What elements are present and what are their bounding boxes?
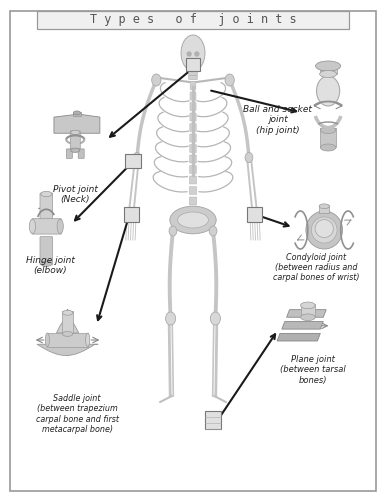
- Ellipse shape: [170, 206, 216, 234]
- FancyBboxPatch shape: [190, 166, 196, 173]
- Ellipse shape: [306, 211, 343, 249]
- FancyBboxPatch shape: [62, 312, 73, 334]
- FancyBboxPatch shape: [40, 236, 52, 264]
- FancyBboxPatch shape: [320, 64, 337, 74]
- Polygon shape: [277, 334, 320, 341]
- Ellipse shape: [195, 52, 199, 56]
- Text: Ball and socket
joint
(hip joint): Ball and socket joint (hip joint): [244, 105, 312, 135]
- Ellipse shape: [41, 192, 52, 196]
- FancyBboxPatch shape: [190, 102, 196, 110]
- FancyBboxPatch shape: [125, 154, 141, 168]
- FancyBboxPatch shape: [189, 72, 197, 76]
- Circle shape: [133, 152, 141, 162]
- Ellipse shape: [71, 148, 80, 152]
- Ellipse shape: [71, 130, 80, 134]
- Ellipse shape: [73, 111, 81, 115]
- Text: Saddle joint
(between trapezium
carpal bone and first
metacarpal bone): Saddle joint (between trapezium carpal b…: [36, 394, 119, 434]
- FancyBboxPatch shape: [66, 149, 73, 158]
- FancyBboxPatch shape: [189, 186, 196, 194]
- Ellipse shape: [57, 219, 63, 234]
- Ellipse shape: [63, 310, 73, 315]
- FancyBboxPatch shape: [37, 11, 349, 29]
- FancyBboxPatch shape: [78, 149, 84, 158]
- FancyBboxPatch shape: [189, 68, 197, 71]
- FancyBboxPatch shape: [124, 208, 139, 222]
- FancyBboxPatch shape: [10, 11, 376, 491]
- FancyBboxPatch shape: [247, 208, 262, 222]
- FancyBboxPatch shape: [190, 113, 196, 121]
- Polygon shape: [37, 344, 98, 356]
- Ellipse shape: [45, 333, 49, 346]
- Circle shape: [210, 312, 220, 325]
- Circle shape: [317, 76, 340, 106]
- Circle shape: [209, 226, 217, 236]
- Ellipse shape: [181, 35, 205, 71]
- FancyBboxPatch shape: [189, 208, 197, 216]
- FancyBboxPatch shape: [205, 411, 221, 428]
- Ellipse shape: [315, 220, 334, 238]
- FancyBboxPatch shape: [189, 218, 197, 226]
- Ellipse shape: [301, 302, 315, 308]
- Polygon shape: [56, 318, 79, 333]
- FancyBboxPatch shape: [47, 333, 88, 346]
- FancyBboxPatch shape: [190, 134, 196, 142]
- Ellipse shape: [312, 217, 337, 243]
- Ellipse shape: [187, 52, 191, 56]
- Circle shape: [225, 74, 234, 86]
- Ellipse shape: [178, 212, 208, 228]
- Ellipse shape: [319, 204, 329, 208]
- Text: Pivot joint
(Neck): Pivot joint (Neck): [53, 185, 98, 204]
- FancyBboxPatch shape: [32, 218, 61, 234]
- Ellipse shape: [320, 144, 336, 151]
- Ellipse shape: [29, 219, 36, 234]
- FancyBboxPatch shape: [73, 112, 81, 116]
- Ellipse shape: [63, 332, 73, 336]
- Ellipse shape: [320, 70, 337, 78]
- FancyBboxPatch shape: [190, 82, 196, 90]
- FancyBboxPatch shape: [190, 155, 196, 163]
- FancyBboxPatch shape: [70, 131, 80, 151]
- Ellipse shape: [86, 333, 90, 346]
- FancyBboxPatch shape: [40, 193, 52, 223]
- Circle shape: [152, 74, 161, 86]
- Ellipse shape: [315, 61, 340, 71]
- Text: Hinge joint
(elbow): Hinge joint (elbow): [26, 256, 74, 276]
- Ellipse shape: [301, 314, 315, 320]
- Circle shape: [245, 152, 253, 162]
- Ellipse shape: [320, 126, 336, 134]
- FancyBboxPatch shape: [189, 197, 197, 205]
- Text: Plane joint
(between tarsal
bones): Plane joint (between tarsal bones): [280, 355, 345, 385]
- Polygon shape: [282, 322, 323, 329]
- FancyBboxPatch shape: [190, 92, 196, 100]
- Circle shape: [166, 312, 176, 325]
- Polygon shape: [54, 114, 100, 134]
- FancyBboxPatch shape: [320, 128, 336, 148]
- Text: T y p e s   o f   j o i n t s: T y p e s o f j o i n t s: [90, 14, 296, 26]
- FancyBboxPatch shape: [190, 176, 196, 184]
- Polygon shape: [286, 310, 326, 318]
- Circle shape: [169, 226, 177, 236]
- FancyBboxPatch shape: [319, 205, 329, 214]
- FancyBboxPatch shape: [190, 144, 196, 152]
- FancyBboxPatch shape: [189, 76, 197, 80]
- FancyBboxPatch shape: [301, 304, 315, 318]
- Text: Condyloid joint
(between radius and
carpal bones of wrist): Condyloid joint (between radius and carp…: [273, 252, 360, 282]
- FancyBboxPatch shape: [190, 124, 196, 132]
- Ellipse shape: [41, 261, 52, 266]
- FancyBboxPatch shape: [186, 58, 200, 71]
